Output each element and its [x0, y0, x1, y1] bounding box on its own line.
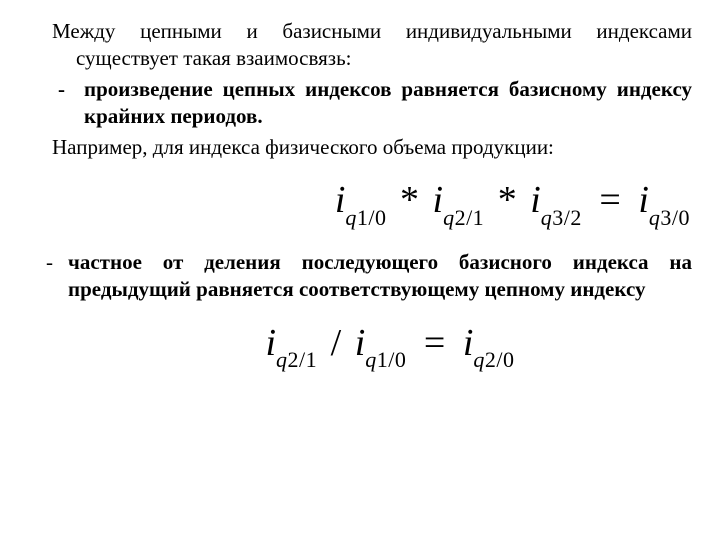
- f1-op1: *: [396, 179, 423, 221]
- paragraph-intro: Между цепными и базисными индивидуальным…: [28, 18, 692, 72]
- f2-b-subn: 1/0: [377, 347, 407, 372]
- f2-rhs-subq: q: [473, 347, 485, 372]
- f1-rhs-subq: q: [649, 205, 661, 230]
- bullet-rule-1: -произведение цепных индексов равняется …: [28, 76, 692, 130]
- f2-slash: /: [327, 322, 346, 364]
- f2-a-subq: q: [276, 347, 288, 372]
- paragraph-example: Например, для индекса физического объема…: [28, 134, 692, 161]
- f1-i1-subn: 1/0: [357, 205, 387, 230]
- f1-i1-var: i: [335, 179, 346, 221]
- f1-i2-subq: q: [443, 205, 455, 230]
- f2-b-var: i: [355, 322, 366, 364]
- f1-i3-subq: q: [541, 205, 553, 230]
- bullet-rule-2: -частное от деления последующего базисно…: [28, 249, 692, 303]
- f2-rhs-var: i: [463, 322, 474, 364]
- bullet-dash: -: [58, 76, 84, 103]
- f2-eq: =: [416, 322, 453, 364]
- f2-rhs-subn: 2/0: [485, 347, 515, 372]
- f1-rhs-subn: 3/0: [660, 205, 690, 230]
- f2-b-subq: q: [365, 347, 377, 372]
- f1-eq: =: [591, 179, 628, 221]
- formula-1: iq1/0 * iq2/1 * iq3/2 = iq3/0: [335, 179, 690, 221]
- f1-i2-subn: 2/1: [455, 205, 485, 230]
- f1-rhs-var: i: [638, 179, 649, 221]
- f1-i3-subn: 3/2: [552, 205, 582, 230]
- bullet-dash-2: -: [46, 249, 68, 276]
- bullet-2-text: частное от деления последующего базисног…: [68, 250, 692, 301]
- f2-a-subn: 2/1: [288, 347, 318, 372]
- f1-op2: *: [494, 179, 521, 221]
- f1-i3-var: i: [530, 179, 541, 221]
- formula-2: iq2/1 / iq1/0 = iq2/0: [265, 322, 514, 364]
- bullet-1-text: произведение цепных индексов равняется б…: [84, 77, 692, 128]
- f1-i1-subq: q: [345, 205, 357, 230]
- f2-a-var: i: [265, 322, 276, 364]
- document-page: Между цепными и базисными индивидуальным…: [0, 0, 720, 389]
- formula-1-block: iq1/0 * iq2/1 * iq3/2 = iq3/0: [28, 178, 692, 227]
- f1-i2-var: i: [433, 179, 444, 221]
- formula-2-block: iq2/1 / iq1/0 = iq2/0: [28, 321, 692, 370]
